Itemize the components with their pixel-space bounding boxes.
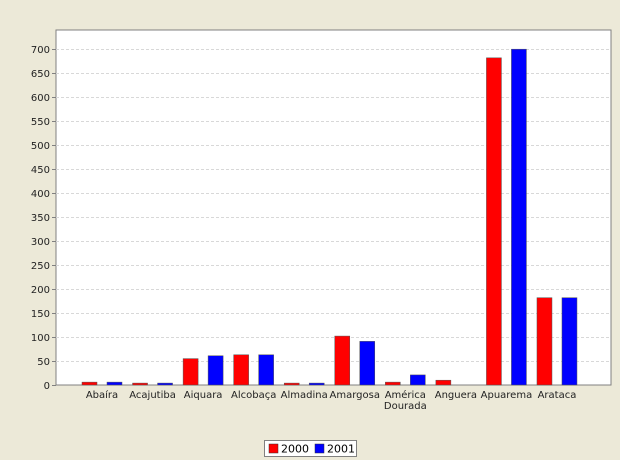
x-category-label: Alcobaça bbox=[231, 390, 276, 401]
y-tick-label: 550 bbox=[31, 117, 50, 128]
y-tick-label: 50 bbox=[37, 357, 50, 368]
legend-label-2000: 2000 bbox=[281, 443, 309, 456]
bar-2000-5 bbox=[334, 335, 351, 386]
bar-2000-2 bbox=[182, 358, 199, 386]
x-category-label: Amargosa bbox=[330, 390, 380, 401]
y-tick-label: 400 bbox=[31, 189, 50, 200]
x-category-label: Arataca bbox=[538, 390, 577, 401]
legend-label-2001: 2001 bbox=[327, 443, 355, 456]
bar-2000-3 bbox=[233, 354, 249, 386]
legend-swatch-2001 bbox=[314, 443, 325, 454]
x-axis-categories: Abaíra Acajutiba Aiquara Alcobaça Almadina Am… bbox=[86, 389, 577, 412]
bar-2001-5 bbox=[359, 341, 376, 386]
bar-2000-4 bbox=[283, 382, 300, 386]
bar-2000-1 bbox=[132, 382, 148, 386]
x-category-label: Almadina bbox=[281, 390, 328, 401]
y-tick-label: 350 bbox=[31, 213, 50, 224]
x-category-label: Anguera bbox=[435, 390, 477, 401]
y-tick-label: 200 bbox=[31, 285, 50, 296]
bar-2000-0 bbox=[81, 381, 98, 386]
y-axis-ticks: 0 50 100 150 200 250 300 350 400 450 500 550 600 650 7… bbox=[31, 45, 56, 392]
y-tick-label: 650 bbox=[31, 69, 50, 80]
y-tick-label: 0 bbox=[44, 381, 50, 392]
bar-2001-9 bbox=[561, 297, 578, 386]
y-tick-label: 600 bbox=[31, 93, 50, 104]
bar-2000-7 bbox=[435, 379, 452, 386]
bar-2001-8 bbox=[511, 48, 527, 386]
y-tick-label: 500 bbox=[31, 141, 50, 152]
x-category-label: América Dourada bbox=[384, 389, 427, 412]
bar-2001-6 bbox=[410, 374, 426, 386]
x-category-label: Apuarema bbox=[481, 390, 533, 401]
bar-2000-8 bbox=[486, 57, 502, 386]
bar-2000-9 bbox=[536, 297, 553, 386]
y-tick-label: 100 bbox=[31, 333, 50, 344]
bar-2001-2 bbox=[207, 355, 224, 386]
bar-2000-6 bbox=[385, 381, 401, 386]
x-category-label: Aiquara bbox=[184, 390, 223, 401]
y-tick-label: 300 bbox=[31, 237, 50, 248]
bars bbox=[81, 48, 578, 386]
bar-2001-3 bbox=[258, 354, 274, 386]
bar-2001-1 bbox=[157, 382, 173, 386]
x-category-label: Abaíra bbox=[86, 389, 118, 401]
plot-area bbox=[55, 29, 612, 386]
bar-2001-4 bbox=[308, 382, 325, 386]
legend: 2000 2001 bbox=[264, 440, 357, 457]
legend-swatch-2000 bbox=[268, 443, 279, 454]
legend-box bbox=[264, 440, 357, 457]
bar-2001-0 bbox=[106, 381, 123, 386]
y-tick-label: 150 bbox=[31, 309, 50, 320]
x-category-label: Acajutiba bbox=[129, 390, 176, 401]
y-tick-label: 250 bbox=[31, 261, 50, 272]
y-tick-label: 450 bbox=[31, 165, 50, 176]
y-tick-label: 700 bbox=[31, 45, 50, 56]
